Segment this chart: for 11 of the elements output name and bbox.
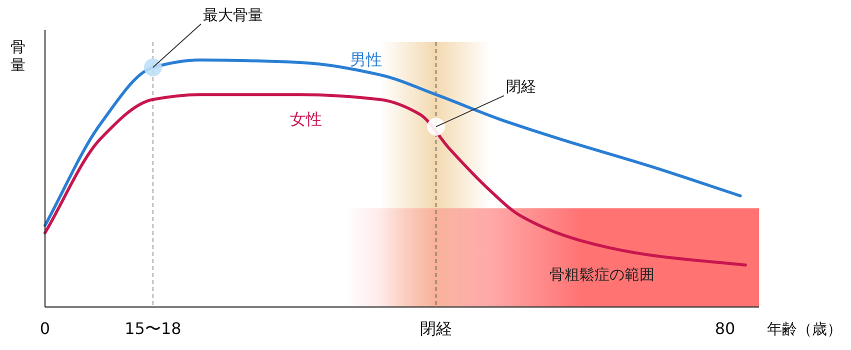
- x-tick-label: 0: [40, 319, 50, 338]
- band-label: 骨粗鬆症の範囲: [549, 266, 654, 284]
- x-tick-label: 15〜18: [124, 319, 182, 338]
- x-tick-label: 閉経: [420, 319, 452, 338]
- annotation: 閉経: [506, 78, 536, 96]
- annotation: 最大骨量: [202, 6, 263, 24]
- x-axis-title: 年齢（歳）: [767, 320, 842, 338]
- series-label: 女性: [290, 110, 322, 129]
- x-tick-label: 80: [714, 319, 736, 338]
- series-label: 男性: [350, 50, 382, 69]
- y-axis-title: 骨量: [10, 38, 26, 74]
